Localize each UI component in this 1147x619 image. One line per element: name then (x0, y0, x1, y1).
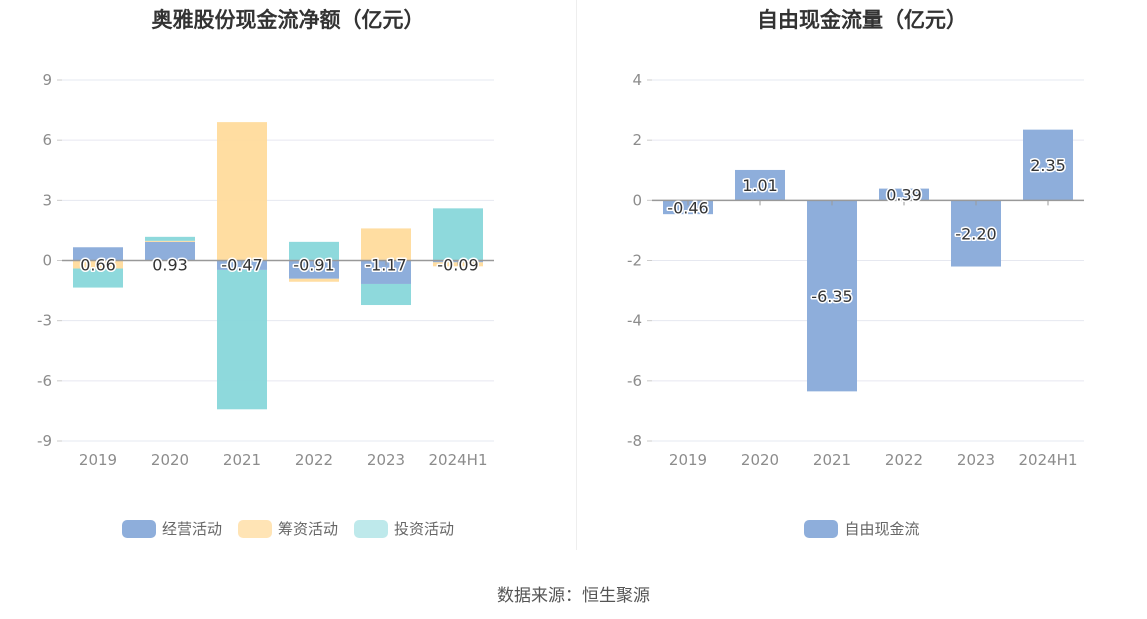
y-tick-label: -3 (37, 312, 52, 330)
y-tick-label: -6 (37, 372, 52, 390)
y-tick-label: 6 (42, 131, 52, 149)
bar (879, 188, 929, 201)
x-tick-label: 2021 (813, 451, 851, 469)
chart-legend: 经营活动 筹资活动 投资活动 (0, 518, 576, 539)
bar (217, 269, 267, 410)
x-tick-label: 2021 (223, 451, 261, 469)
y-tick-label: 9 (42, 71, 52, 89)
x-tick-label: 2020 (741, 451, 779, 469)
x-tick-label: 2023 (367, 451, 405, 469)
bar (289, 241, 339, 261)
data-label: -2.20 (955, 224, 996, 243)
bar (289, 260, 339, 279)
free-cash-flow-plot: 4 2 0 -2 -4 -6 -8 2019 2020 2021 2022 2023 2024H1 -0.… (627, 71, 1084, 469)
bar (361, 228, 411, 261)
bar (1023, 129, 1073, 201)
y-tick-label: 3 (42, 191, 52, 209)
bar (361, 260, 411, 284)
chart-legend: 自由现金流 (577, 518, 1147, 539)
data-label: 0.93 (152, 256, 188, 275)
data-label: 2.35 (1030, 156, 1066, 175)
chart-title: 自由现金流量（亿元） (757, 8, 967, 32)
bar (145, 241, 195, 261)
y-tick-label: -9 (37, 432, 52, 450)
legend-item-free-cash-flow[interactable]: 自由现金流 (804, 518, 920, 539)
y-tick-label: 2 (632, 131, 642, 149)
data-label: 0.66 (80, 256, 116, 275)
bar (145, 240, 195, 242)
y-tick-label: 4 (632, 71, 642, 89)
data-label: 1.01 (742, 176, 778, 195)
legend-item-investing[interactable]: 投资活动 (354, 518, 454, 539)
x-tick-label: 2023 (957, 451, 995, 469)
bar (145, 236, 195, 241)
bar (289, 278, 339, 282)
legend-swatch (804, 519, 839, 538)
x-tick-label: 2024H1 (429, 451, 488, 469)
bar (217, 122, 267, 261)
y-tick-label: -8 (627, 432, 642, 450)
x-tick-label: 2019 (79, 451, 117, 469)
cash-flow-net-plot: 9 6 3 0 -3 -6 -9 2019 2020 2021 2022 2023 2024H1 0.66… (37, 71, 494, 469)
legend-label: 经营活动 (161, 520, 222, 538)
bar (361, 283, 411, 306)
legend-swatch (121, 519, 156, 538)
bar (73, 268, 123, 288)
x-tick-label: 2022 (295, 451, 333, 469)
y-tick-label: -4 (627, 312, 642, 330)
y-tick-label: 0 (42, 252, 52, 270)
bar (807, 200, 857, 392)
data-label: -6.35 (811, 287, 852, 306)
legend-swatch (237, 519, 272, 538)
chart-title: 奥雅股份现金流净额（亿元） (151, 8, 425, 32)
x-tick-label: 2024H1 (1019, 451, 1078, 469)
cash-flow-net-chart: 奥雅股份现金流净额（亿元） 9 6 3 0 -3 -6 -9 2019 2020 2021 2022… (0, 0, 576, 550)
bar (73, 247, 123, 261)
free-cash-flow-chart: 自由现金流量（亿元） 4 2 0 -2 -4 -6 -8 2019 2020 2021 2022 20… (577, 0, 1147, 550)
y-tick-label: -2 (627, 252, 642, 270)
bar (433, 208, 483, 261)
data-label: 0.39 (886, 185, 922, 204)
data-label: -0.09 (437, 256, 478, 275)
x-tick-label: 2022 (885, 451, 923, 469)
panel-divider (576, 0, 577, 550)
data-label: -0.46 (667, 198, 708, 217)
data-label: -0.47 (221, 256, 262, 275)
data-source: 数据来源：恒生聚源 (497, 586, 650, 606)
legend-label: 自由现金流 (844, 520, 920, 538)
legend-label: 筹资活动 (277, 520, 338, 538)
data-label: -0.91 (293, 256, 334, 275)
legend-item-operating[interactable]: 经营活动 (121, 518, 222, 539)
legend-item-financing[interactable]: 筹资活动 (237, 518, 338, 539)
x-tick-label: 2020 (151, 451, 189, 469)
y-tick-label: 0 (632, 191, 642, 209)
y-tick-label: -6 (627, 372, 642, 390)
x-tick-label: 2019 (669, 451, 707, 469)
bar (663, 200, 713, 215)
legend-label: 投资活动 (394, 520, 455, 538)
bar (951, 200, 1001, 267)
legend-swatch (354, 519, 388, 538)
bar (735, 169, 785, 201)
data-label: -1.17 (365, 256, 406, 275)
